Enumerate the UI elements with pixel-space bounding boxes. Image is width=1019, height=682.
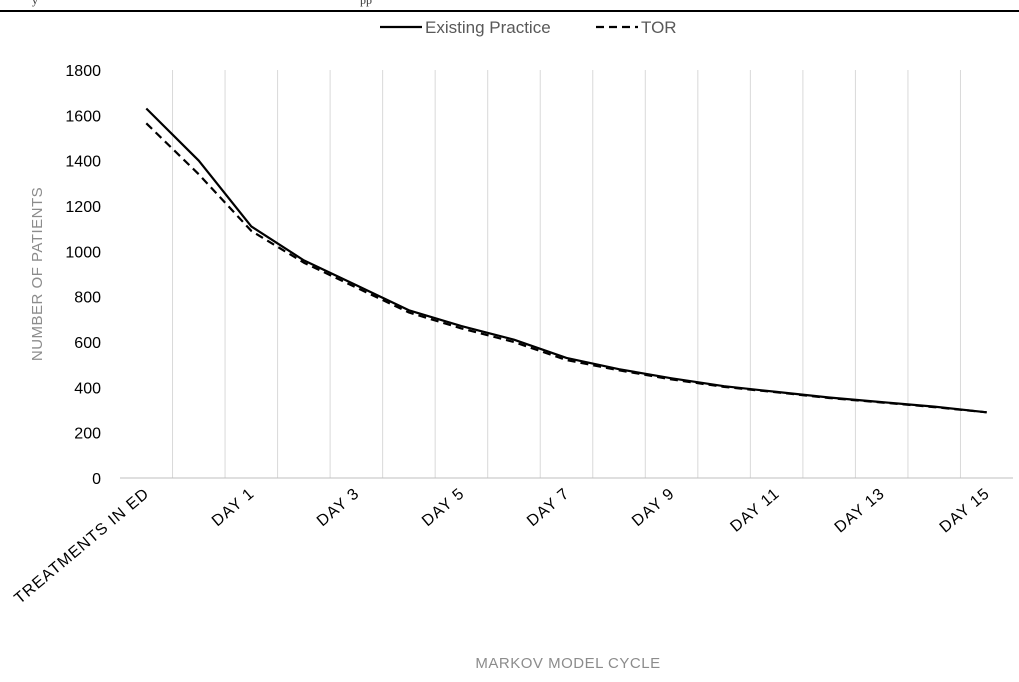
x-tick-label: DAY 5 [419, 485, 468, 530]
x-tick-label: DAY 11 [727, 485, 783, 536]
series-line-tor [145, 122, 987, 414]
y-tick-label: 800 [74, 290, 101, 307]
y-tick-label: 600 [74, 335, 101, 352]
x-tick-label: DAY 15 [937, 485, 994, 536]
x-tick-labels: TREATMENTS IN ED DAY 1 DAY 3 DAY 5 DAY 7 DAY … [11, 485, 993, 608]
y-tick-labels: 0 200 400 600 800 1000 1200 1400 1600 1800 [65, 63, 101, 488]
y-tick-label: 400 [74, 380, 101, 397]
y-tick-label: 1200 [65, 199, 101, 216]
y-tick-label: 1400 [65, 154, 101, 171]
series-lines [145, 107, 987, 414]
grid-lines [172, 70, 961, 478]
y-tick-label: 1600 [65, 108, 101, 125]
x-tick-label: DAY 9 [629, 485, 678, 530]
y-tick-label: 1800 [65, 63, 101, 80]
header-text-fragment: y [32, 0, 38, 7]
legend-label-existing-practice: Existing Practice [425, 18, 551, 37]
header-rule [0, 10, 1019, 12]
y-axis-title: NUMBER OF PATIENTS [29, 187, 46, 361]
header-text-fragment: pp [360, 0, 372, 7]
legend: Existing Practice TOR [380, 18, 677, 37]
x-tick-label: DAY 3 [314, 485, 363, 530]
y-tick-label: 1000 [65, 244, 101, 261]
x-tick-label: TREATMENTS IN ED [11, 485, 152, 608]
y-tick-label: 200 [74, 426, 101, 443]
x-tick-label: DAY 7 [524, 485, 573, 530]
x-tick-label: DAY 1 [209, 485, 258, 530]
y-tick-label: 0 [92, 471, 101, 488]
page-header-fragment: y pp [0, 0, 1019, 11]
legend-label-tor: TOR [641, 18, 677, 37]
x-tick-label: DAY 13 [832, 485, 889, 536]
series-line-existing-practice [145, 107, 987, 414]
x-axis-title: MARKOV MODEL CYCLE [475, 655, 660, 672]
